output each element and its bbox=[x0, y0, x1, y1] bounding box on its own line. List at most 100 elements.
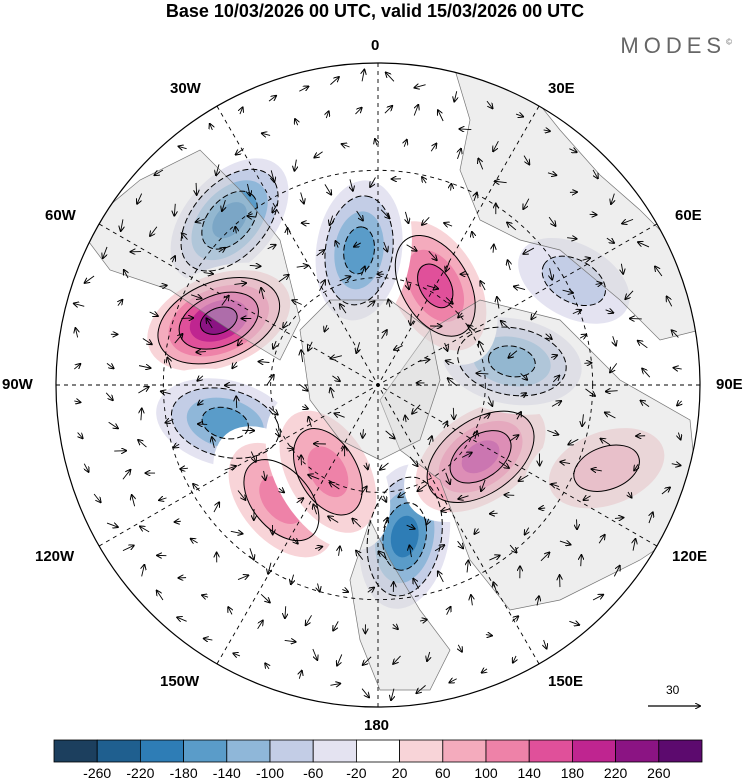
wind-vector-195 bbox=[181, 318, 193, 319]
colorbar-swatch-0 bbox=[53, 739, 98, 763]
wind-vector-84 bbox=[326, 111, 328, 119]
wind-vector-317 bbox=[269, 406, 277, 414]
colorbar-swatch-7 bbox=[355, 739, 400, 763]
wind-vector-210 bbox=[367, 588, 374, 593]
wind-vector-366 bbox=[385, 430, 395, 439]
wind-vector-4 bbox=[569, 621, 579, 625]
wind-vector-64 bbox=[628, 491, 632, 498]
wind-vector-337 bbox=[426, 286, 438, 289]
wind-vector-97 bbox=[105, 392, 113, 400]
wind-vector-123 bbox=[613, 336, 616, 345]
wind-vector-44 bbox=[78, 432, 83, 439]
colorbar-swatch-4 bbox=[226, 739, 271, 763]
colorbar-tick-label: -140 bbox=[212, 765, 241, 781]
wind-vector-33 bbox=[210, 124, 213, 131]
wind-vector-341 bbox=[308, 341, 312, 351]
wind-vector-314 bbox=[273, 340, 276, 349]
wind-vector-237 bbox=[249, 265, 261, 266]
wind-vector-360 bbox=[367, 301, 375, 308]
wind-vector-98 bbox=[108, 421, 118, 428]
wind-vector-242 bbox=[197, 376, 204, 381]
wind-vector-208 bbox=[318, 583, 320, 592]
wind-vector-265 bbox=[552, 376, 559, 383]
landmass-europe bbox=[454, 69, 700, 341]
wind-vector-101 bbox=[132, 495, 135, 507]
contour-8-2 bbox=[243, 459, 320, 542]
wind-vector-278 bbox=[261, 288, 264, 300]
wind-vector-229 bbox=[422, 217, 430, 225]
wind-vector-283 bbox=[236, 396, 237, 408]
wind-vector-358 bbox=[411, 313, 412, 325]
anomaly-shade-6-6 bbox=[200, 306, 238, 335]
colorbar-tick-label: 140 bbox=[517, 765, 541, 781]
contour-2-2 bbox=[457, 326, 567, 397]
wind-vector-1 bbox=[482, 669, 487, 673]
contour-11-2 bbox=[541, 255, 607, 307]
wind-vector-300 bbox=[517, 412, 521, 420]
wind-vector-310 bbox=[339, 276, 351, 282]
wind-vector-145 bbox=[159, 285, 166, 286]
wind-vector-182 bbox=[451, 184, 452, 191]
wind-vector-154 bbox=[175, 521, 181, 522]
wind-vector-102 bbox=[140, 526, 150, 533]
colorbar-swatch-14 bbox=[658, 739, 703, 763]
wind-vector-9 bbox=[661, 487, 670, 495]
lon-label-90e: 90E bbox=[716, 376, 743, 393]
wind-vector-261 bbox=[519, 474, 529, 481]
wind-vector-204 bbox=[230, 531, 243, 533]
wind-vector-212 bbox=[413, 579, 420, 589]
wind-vector-226 bbox=[493, 245, 494, 253]
wind-vector-87 bbox=[236, 148, 245, 155]
wind-vector-290 bbox=[328, 516, 339, 523]
wind-vector-257 bbox=[457, 540, 464, 548]
wind-vector-124 bbox=[605, 310, 614, 313]
wind-vector-50 bbox=[157, 591, 164, 601]
contour-5-2 bbox=[180, 168, 279, 272]
wind-vector-160 bbox=[306, 615, 312, 625]
lon-label-30w: 30W bbox=[170, 80, 201, 97]
wind-vector-263 bbox=[547, 429, 558, 434]
wind-vector-175 bbox=[572, 310, 581, 314]
contour-1-4 bbox=[449, 430, 512, 484]
contour-0-4 bbox=[382, 502, 428, 571]
wind-vector-234 bbox=[302, 223, 310, 224]
wind-vector-5 bbox=[592, 595, 603, 601]
wind-vectors bbox=[74, 70, 682, 701]
wind-vector-230 bbox=[405, 211, 408, 223]
wind-vector-149 bbox=[138, 387, 148, 394]
wind-vector-164 bbox=[419, 620, 427, 621]
wind-vector-24 bbox=[486, 100, 493, 108]
wind-vector-276 bbox=[296, 266, 308, 268]
wind-vector-45 bbox=[84, 463, 88, 472]
wind-vector-72 bbox=[621, 263, 623, 274]
wind-vector-167 bbox=[493, 582, 496, 594]
wind-vector-113 bbox=[427, 651, 430, 661]
wind-vector-141 bbox=[222, 200, 225, 211]
contour-9-2 bbox=[293, 428, 363, 516]
wind-vector-277 bbox=[278, 275, 289, 283]
wind-vector-213 bbox=[438, 571, 444, 583]
wind-vector-201 bbox=[180, 468, 188, 469]
wind-vector-36 bbox=[137, 193, 143, 204]
wind-vector-251 bbox=[315, 547, 322, 549]
contour-4-2 bbox=[324, 195, 394, 306]
lon-label-180: 180 bbox=[364, 717, 390, 734]
lon-label-30e: 30E bbox=[548, 80, 575, 97]
wind-vector-250 bbox=[293, 538, 298, 543]
wind-vector-14 bbox=[672, 330, 679, 338]
wind-vector-193 bbox=[203, 273, 213, 274]
wind-vector-232 bbox=[356, 210, 363, 220]
latitude-circle-60 bbox=[270, 277, 486, 493]
wind-vector-20 bbox=[592, 169, 598, 178]
wind-vector-183 bbox=[422, 177, 426, 184]
wind-vector-331 bbox=[488, 396, 492, 406]
wind-vector-367 bbox=[405, 416, 406, 423]
wind-vector-335 bbox=[458, 313, 462, 317]
lon-label-60e: 60E bbox=[675, 207, 702, 224]
colorbar-swatch-13 bbox=[615, 739, 660, 763]
wind-vector-206 bbox=[268, 562, 271, 574]
wind-vector-146 bbox=[149, 312, 158, 316]
colorbar-tick-label: 60 bbox=[435, 765, 451, 781]
wind-vector-321 bbox=[308, 475, 320, 480]
